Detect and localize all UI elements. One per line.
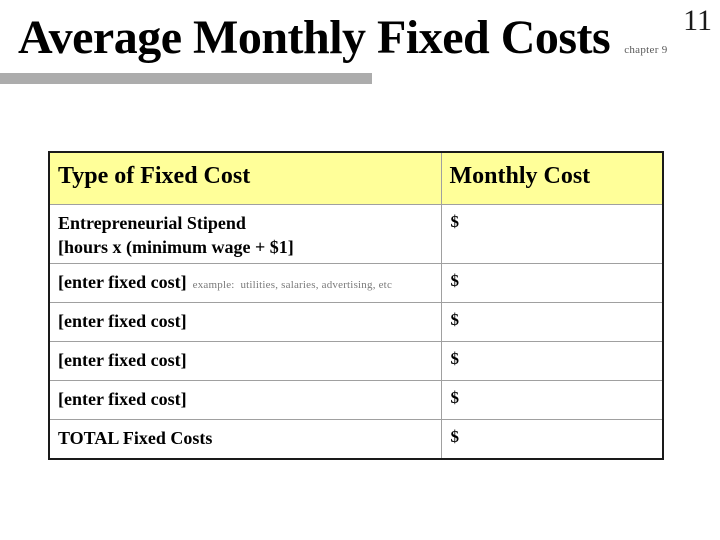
cost-type-note: example: utilities, salaries, advertisin… (192, 279, 393, 292)
cost-type-label: [enter fixed cost] (58, 350, 187, 371)
cost-type-cell: [enter fixed cost] example: utilities, sa… (48, 263, 442, 304)
table-row-total: TOTAL Fixed Costs $ (48, 419, 664, 460)
monthly-cost-cell: $ (440, 203, 664, 265)
cost-type-cell: Entrepreneurial Stipend [hours x (minimum… (48, 203, 442, 265)
table-row: [enter fixed cost] example: utilities, sa… (48, 263, 664, 304)
title-accent-bar (0, 73, 372, 84)
slide-page-number: 11 (683, 4, 712, 37)
chapter-note: chapter 9 (624, 44, 668, 56)
table-row: [enter fixed cost] $ (48, 341, 664, 382)
cost-type-label: Entrepreneurial Stipend (58, 212, 246, 233)
cost-type-cell: TOTAL Fixed Costs (48, 419, 442, 460)
table-header-row: Type of Fixed Cost Monthly Cost (48, 151, 664, 205)
table-row: [enter fixed cost] $ (48, 302, 664, 343)
monthly-cost-cell: $ (440, 263, 664, 304)
monthly-cost-cell: $ (440, 341, 664, 382)
cost-type-cell: [enter fixed cost] (48, 380, 442, 421)
cost-type-label-line2: [hours x (minimum wage + $1] (58, 236, 294, 257)
cost-type-label: [enter fixed cost] (58, 311, 187, 332)
cost-table: Type of Fixed Cost Monthly Cost Entrepre… (48, 151, 664, 460)
cost-type-label: [enter fixed cost] (58, 272, 187, 293)
title-block: Average Monthly Fixed Costs chapter 9 (18, 11, 668, 65)
monthly-cost-cell: $ (440, 302, 664, 343)
table-row: Entrepreneurial Stipend [hours x (minimum… (48, 203, 664, 265)
cost-type-label: TOTAL Fixed Costs (58, 428, 213, 449)
cost-type-cell: [enter fixed cost] (48, 302, 442, 343)
header-type-of-fixed-cost: Type of Fixed Cost (48, 151, 442, 205)
monthly-cost-cell: $ (440, 419, 664, 460)
monthly-cost-cell: $ (440, 380, 664, 421)
cost-type-label: [enter fixed cost] (58, 389, 187, 410)
header-monthly-cost: Monthly Cost (440, 151, 664, 205)
cost-type-cell: [enter fixed cost] (48, 341, 442, 382)
cost-table-body: Entrepreneurial Stipend [hours x (minimum… (48, 203, 664, 460)
table-row: [enter fixed cost] $ (48, 380, 664, 421)
page-title: Average Monthly Fixed Costs (18, 11, 611, 64)
